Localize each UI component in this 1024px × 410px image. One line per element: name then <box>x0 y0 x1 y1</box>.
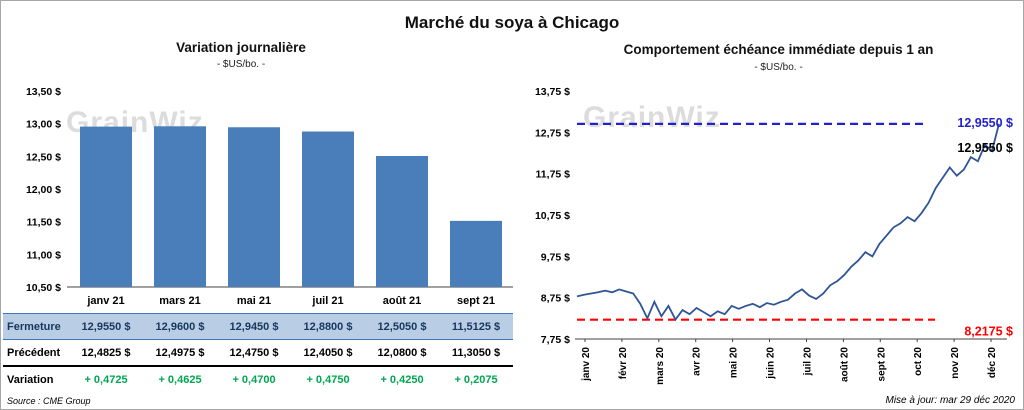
y-tick-label: 12,00 $ <box>26 184 61 196</box>
row-label: Fermeture <box>7 320 61 333</box>
y-tick-label: 11,75 $ <box>536 169 571 181</box>
y-tick-label: 11,50 $ <box>27 217 62 229</box>
table-cell: + 0,4750 <box>306 373 350 386</box>
x-category-label: mars 21 <box>159 295 201 307</box>
table-cell: + 0,2075 <box>454 373 498 386</box>
line-chart: 13,75 $ 12,75 $ 11,75 $ 10,75 $ 9,75 $ 8,75 $… <box>535 86 1013 385</box>
x-category-label: mai 21 <box>237 295 271 307</box>
bar-chart-title: Variation journalière <box>176 40 306 55</box>
x-month-label: nov 20 <box>950 347 961 379</box>
row-label: Variation <box>7 373 54 386</box>
x-month-label: juil 20 <box>802 347 813 377</box>
last-value-label: 12,9550 $ <box>957 141 1013 155</box>
x-month-label: août 20 <box>839 347 850 382</box>
line-chart-subtitle: - $US/bo. - <box>754 62 803 73</box>
x-category-label: août 21 <box>383 295 422 307</box>
y-tick-label: 12,50 $ <box>26 151 61 163</box>
table-cell: 12,4050 $ <box>303 346 353 359</box>
x-category-label: juil 21 <box>311 295 343 307</box>
page-title: Marché du soya à Chicago <box>404 13 620 32</box>
last-updated-note: Mise à jour: mar 29 déc 2020 <box>885 395 1015 406</box>
bar-chart-subtitle: - $US/bo. - <box>216 59 266 70</box>
table-cell: 12,9450 $ <box>229 320 279 333</box>
bar-juil 21 <box>302 131 354 287</box>
y-tick-label: 11,00 $ <box>27 249 62 261</box>
x-month-label: mai 20 <box>729 347 740 379</box>
y-tick-label: 7,75 $ <box>541 334 570 346</box>
watermark-right: GrainWiz <box>583 101 721 134</box>
x-month-label: avr 20 <box>692 347 703 376</box>
table-cell: 11,3050 $ <box>451 346 501 359</box>
y-tick-label: 10,75 $ <box>535 210 570 222</box>
y-tick-label: 13,00 $ <box>26 119 61 131</box>
x-category-label: janv 21 <box>86 295 124 307</box>
y-tick-label: 12,75 $ <box>535 127 570 139</box>
y-tick-label: 9,75 $ <box>541 251 570 263</box>
table-cell: + 0,4700 <box>232 373 276 386</box>
table-cell: 12,8800 $ <box>303 320 353 333</box>
table-cell: + 0,4250 <box>380 373 424 386</box>
x-month-label: mars 20 <box>655 347 666 385</box>
table-row-precedent: Précédent 12,4825 $ 12,4975 $ 12,4750 $ … <box>3 340 513 367</box>
y-tick-label: 13,75 $ <box>535 86 570 98</box>
table-cell: 12,4975 $ <box>155 346 205 359</box>
x-month-label: janv 20 <box>581 347 592 382</box>
line-chart-title: Comportement échéance immédiate depuis 1… <box>623 42 934 57</box>
table-cell: 12,4825 $ <box>81 346 131 359</box>
table-cell: + 0,4625 <box>158 373 202 386</box>
bar-août 21 <box>376 156 428 287</box>
source-note: Source : CME Group <box>7 396 91 406</box>
bar-chart: 13,50 $ 13,00 $ 12,50 $ 12,00 $ 11,50 $ 11,00… <box>26 86 513 307</box>
y-tick-label: 13,50 $ <box>26 86 61 98</box>
table-row-variation: Variation + 0,4725 + 0,4625 + 0,4700 + 0… <box>3 367 513 392</box>
table-cell: 12,9550 $ <box>81 320 131 333</box>
y-tick-label: 10,50 $ <box>26 282 61 294</box>
x-month-label: juin 20 <box>766 347 777 380</box>
table-row-fermeture: Fermeture 12,9550 $ 12,9600 $ 12,9450 $ … <box>3 313 513 340</box>
y-tick-label: 8,75 $ <box>541 293 570 305</box>
price-series-line <box>576 123 1000 322</box>
low-value-label: 8,2175 $ <box>964 325 1013 339</box>
table-cell: 12,5050 $ <box>377 320 427 333</box>
x-month-label: sept 20 <box>876 347 887 382</box>
table-cell: 11,5125 $ <box>451 320 501 333</box>
bar-sept 21 <box>450 220 502 287</box>
table-cell: 12,0800 $ <box>377 346 427 359</box>
bar-janv 21 <box>80 126 132 288</box>
x-month-label: déc 20 <box>987 347 998 379</box>
x-month-label: févr 20 <box>618 347 629 380</box>
table-cell: 12,9600 $ <box>155 320 205 333</box>
row-label: Précédent <box>7 346 61 359</box>
table-cell: 12,4750 $ <box>229 346 279 359</box>
high-value-label: 12,9550 $ <box>957 116 1013 130</box>
x-month-label: oct 20 <box>913 347 924 376</box>
bar-mars 21 <box>154 126 206 287</box>
x-category-label: sept 21 <box>457 295 495 307</box>
bar-mai 21 <box>228 127 280 287</box>
table-cell: + 0,4725 <box>84 373 128 386</box>
summary-table: Fermeture 12,9550 $ 12,9600 $ 12,9450 $ … <box>3 313 513 392</box>
